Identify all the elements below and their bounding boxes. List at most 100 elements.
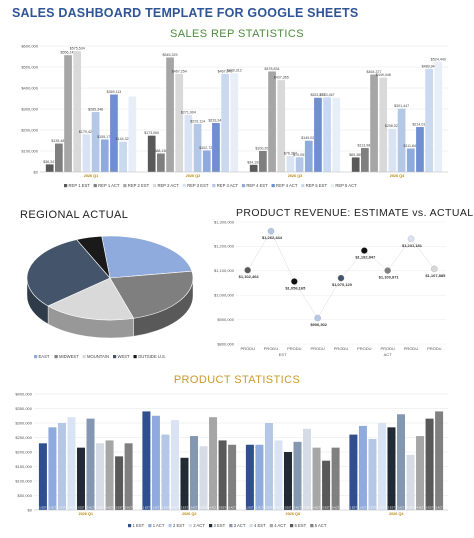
bar <box>406 454 415 510</box>
bar-inner-label: 5 ACT <box>435 506 443 510</box>
legend-swatch <box>148 524 152 528</box>
bar <box>142 411 151 510</box>
bar <box>332 97 341 172</box>
x-tick-label: PRODU <box>404 346 419 351</box>
legend-swatch <box>249 524 253 528</box>
bar-inner-label: 2 ACT <box>378 506 386 510</box>
bar <box>259 150 267 172</box>
y-tick-label: $50,000 <box>18 493 33 498</box>
regional-chart-title: REGIONAL ACTUAL <box>20 209 129 221</box>
bar <box>249 164 258 172</box>
data-point <box>244 266 251 274</box>
legend-swatch <box>54 355 58 359</box>
data-label: $369,113 <box>107 90 122 94</box>
bar <box>209 417 218 510</box>
point-label: $1,182,847 <box>355 255 376 260</box>
data-point <box>314 314 321 322</box>
y-tick-label: $1,000,000 <box>214 293 235 298</box>
x-tick-label: PRODU <box>427 346 442 351</box>
bar <box>218 440 227 510</box>
bar <box>212 122 220 172</box>
bar <box>264 423 273 510</box>
data-label: $76,367 <box>284 151 297 155</box>
data-label: $437,365 <box>274 76 289 80</box>
bar-inner-label: 2 ACT <box>171 506 179 510</box>
data-label: $102,723 <box>199 146 214 150</box>
data-label: $206,028 <box>385 124 400 128</box>
legend-item: REP 4 EST <box>246 183 268 188</box>
bar <box>303 428 312 510</box>
bar <box>115 456 124 510</box>
legend-item: REP 3 ACT <box>217 183 239 188</box>
bar <box>397 108 406 172</box>
legend-swatch <box>128 524 132 528</box>
y-tick-label: $300,000 <box>15 420 32 425</box>
bar-inner-label: 1 ACT <box>49 506 57 510</box>
legend-swatch <box>82 355 86 359</box>
data-label: $88,136 <box>154 149 167 153</box>
pie-slice-midwest <box>109 270 194 319</box>
data-point <box>384 267 391 274</box>
pie-slice-outside-u-s- <box>76 235 111 280</box>
y-tick-label: $100,000 <box>21 148 38 153</box>
y-tick-label: $250,000 <box>15 435 32 440</box>
legend-item: 2 EST <box>173 523 185 528</box>
bar <box>397 414 406 510</box>
bar <box>180 457 189 510</box>
data-label: $353,577 <box>310 93 325 97</box>
bar <box>67 417 76 510</box>
product-revenue-chart-title: PRODUCT REVENUE: ESTIMATE vs. ACTUAL <box>236 207 474 219</box>
legend-item: 1 EST <box>133 523 145 528</box>
y-tick-label: $1,300,000 <box>214 219 235 224</box>
data-label: $149,020 <box>301 136 316 140</box>
x-group-label: ACT <box>384 352 393 357</box>
data-label: $545,329 <box>163 53 178 57</box>
bar <box>277 80 286 172</box>
bar-inner-label: 3 ACT <box>397 506 405 510</box>
bar-inner-label: 2 ACT <box>68 506 76 510</box>
bar-inner-label: 3 EST <box>284 506 292 510</box>
data-label: $556,146 <box>61 51 76 55</box>
category-label: 2026 Q4 <box>390 174 405 178</box>
y-tick-label: $600,000 <box>21 43 38 48</box>
point-label: $1,231,181 <box>402 243 423 248</box>
y-tick-label: $0 <box>28 507 33 512</box>
data-label: $111,847 <box>404 144 418 148</box>
bar <box>331 447 340 510</box>
bar <box>157 153 165 172</box>
bar-inner-label: 4 EST <box>407 506 415 510</box>
y-tick-label: $150,000 <box>15 464 32 469</box>
x-group-label: EST <box>279 352 287 357</box>
bar-inner-label: 4 ACT <box>416 506 424 510</box>
data-label: $353,467 <box>320 93 335 97</box>
bar <box>228 444 237 510</box>
bar <box>86 418 95 510</box>
legend-item: REP 2 ACT <box>157 183 179 188</box>
bar-inner-label: 3 EST <box>388 506 396 510</box>
bar-inner-label: 5 ACT <box>332 506 340 510</box>
bar-inner-label: 2 EST <box>265 506 273 510</box>
bar <box>147 135 156 172</box>
bar-inner-label: 3 EST <box>77 506 85 510</box>
point-label: $1,100,871 <box>379 275 400 280</box>
legend-swatch <box>152 184 157 188</box>
bar <box>100 139 109 172</box>
bar-inner-label: 3 ACT <box>190 506 198 510</box>
data-label: $470,312 <box>227 69 242 73</box>
y-tick-label: $300,000 <box>21 106 38 111</box>
data-label: $70,057 <box>293 153 306 157</box>
bar <box>184 114 193 172</box>
bar <box>286 155 295 172</box>
bar <box>322 460 331 510</box>
y-tick-label: $400,000 <box>21 85 38 90</box>
data-label: $34,192 <box>247 160 260 164</box>
data-label: $36,347 <box>43 160 56 164</box>
legend-item: REP 5 EST <box>306 183 328 188</box>
bar <box>128 96 137 172</box>
legend-swatch <box>310 524 314 528</box>
bar-inner-label: 2 EST <box>58 506 66 510</box>
point-label: $906,302 <box>310 322 327 327</box>
data-label: $144,320 <box>116 137 131 141</box>
category-label: 2026 Q2 <box>186 174 201 178</box>
bar <box>304 140 313 172</box>
